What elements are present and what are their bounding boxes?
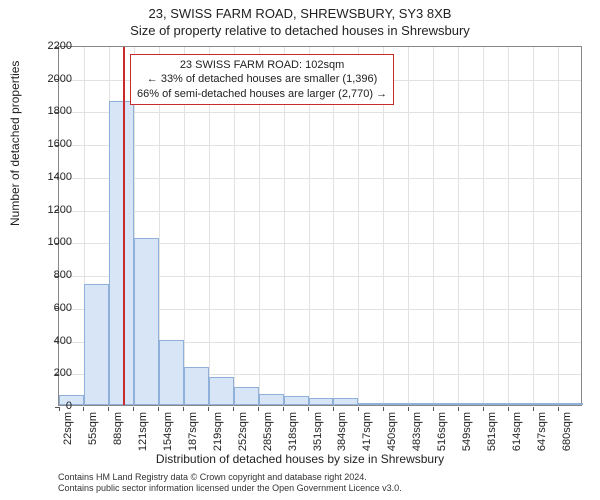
x-tick-label: 252sqm bbox=[237, 412, 249, 452]
x-tick-label: 516sqm bbox=[436, 412, 448, 452]
gridline-h bbox=[59, 211, 581, 212]
x-tick bbox=[333, 407, 334, 411]
x-tick-label: 417sqm bbox=[361, 412, 373, 452]
x-tick-label: 285sqm bbox=[262, 412, 274, 452]
y-tick-label: 400 bbox=[32, 335, 72, 347]
gridline-v bbox=[458, 47, 459, 405]
annotation-box: 23 SWISS FARM ROAD: 102sqm ← 33% of deta… bbox=[130, 54, 394, 105]
gridline-h bbox=[59, 145, 581, 146]
histogram-bar bbox=[209, 377, 234, 405]
x-tick-label: 581sqm bbox=[486, 412, 498, 452]
attribution-text: Contains HM Land Registry data © Crown c… bbox=[58, 472, 402, 494]
x-tick-label: 318sqm bbox=[287, 412, 299, 452]
x-tick-label: 219sqm bbox=[212, 412, 224, 452]
x-tick-label: 22sqm bbox=[62, 412, 74, 452]
histogram-bar bbox=[358, 403, 383, 405]
x-tick-label: 154sqm bbox=[162, 412, 174, 452]
histogram-bar bbox=[259, 394, 284, 405]
y-tick-label: 0 bbox=[32, 400, 72, 412]
gridline-v bbox=[433, 47, 434, 405]
chart-subtitle: Size of property relative to detached ho… bbox=[0, 23, 600, 38]
histogram-bar bbox=[184, 367, 209, 405]
histogram-bar bbox=[408, 403, 433, 405]
x-tick bbox=[383, 407, 384, 411]
gridline-v bbox=[408, 47, 409, 405]
y-tick-label: 800 bbox=[32, 269, 72, 281]
x-axis-label: Distribution of detached houses by size … bbox=[0, 452, 600, 466]
x-tick bbox=[433, 407, 434, 411]
x-tick bbox=[358, 407, 359, 411]
y-tick-label: 1600 bbox=[32, 138, 72, 150]
x-tick bbox=[233, 407, 234, 411]
y-tick-label: 1200 bbox=[32, 204, 72, 216]
gridline-v bbox=[508, 47, 509, 405]
x-tick bbox=[508, 407, 509, 411]
x-tick bbox=[408, 407, 409, 411]
y-tick-label: 600 bbox=[32, 302, 72, 314]
x-tick-label: 483sqm bbox=[411, 412, 423, 452]
x-tick bbox=[308, 407, 309, 411]
gridline-h bbox=[59, 178, 581, 179]
x-tick-label: 680sqm bbox=[561, 412, 573, 452]
histogram-bar bbox=[433, 403, 458, 405]
x-tick-label: 614sqm bbox=[511, 412, 523, 452]
x-tick bbox=[533, 407, 534, 411]
x-tick bbox=[83, 407, 84, 411]
histogram-bar bbox=[533, 403, 558, 405]
x-tick bbox=[108, 407, 109, 411]
attribution-line-2: Contains public sector information licen… bbox=[58, 483, 402, 494]
gridline-v bbox=[483, 47, 484, 405]
x-tick bbox=[283, 407, 284, 411]
histogram-bar bbox=[84, 284, 109, 405]
chart-container: 23, SWISS FARM ROAD, SHREWSBURY, SY3 8XB… bbox=[0, 0, 600, 500]
gridline-h bbox=[59, 112, 581, 113]
histogram-bar bbox=[383, 403, 408, 405]
histogram-bar bbox=[234, 387, 259, 405]
x-tick bbox=[483, 407, 484, 411]
histogram-bar bbox=[483, 403, 508, 405]
y-tick-label: 1000 bbox=[32, 236, 72, 248]
y-tick-label: 2200 bbox=[32, 40, 72, 52]
annotation-line-1: 23 SWISS FARM ROAD: 102sqm bbox=[137, 58, 387, 72]
x-tick-label: 351sqm bbox=[312, 412, 324, 452]
histogram-bar bbox=[309, 398, 334, 405]
annotation-line-3: 66% of semi-detached houses are larger (… bbox=[137, 87, 387, 101]
property-marker-line bbox=[123, 47, 125, 405]
x-tick-label: 450sqm bbox=[386, 412, 398, 452]
x-tick bbox=[183, 407, 184, 411]
histogram-bar bbox=[159, 340, 184, 405]
x-tick-label: 55sqm bbox=[87, 412, 99, 452]
annotation-line-2: ← 33% of detached houses are smaller (1,… bbox=[137, 72, 387, 86]
x-tick-label: 121sqm bbox=[137, 412, 149, 452]
gridline-v bbox=[558, 47, 559, 405]
histogram-bar bbox=[558, 403, 583, 405]
x-tick bbox=[258, 407, 259, 411]
x-tick-label: 549sqm bbox=[461, 412, 473, 452]
x-tick-label: 187sqm bbox=[187, 412, 199, 452]
histogram-bar bbox=[333, 398, 358, 405]
x-tick bbox=[158, 407, 159, 411]
gridline-v bbox=[533, 47, 534, 405]
chart-area: 23 SWISS FARM ROAD: 102sqm ← 33% of deta… bbox=[58, 46, 582, 406]
attribution-line-1: Contains HM Land Registry data © Crown c… bbox=[58, 472, 402, 483]
histogram-bar bbox=[284, 396, 309, 405]
x-tick bbox=[208, 407, 209, 411]
x-tick bbox=[558, 407, 559, 411]
histogram-bar bbox=[508, 403, 533, 405]
x-tick-label: 384sqm bbox=[336, 412, 348, 452]
y-axis-label: Number of detached properties bbox=[8, 61, 22, 226]
histogram-bar bbox=[134, 238, 159, 405]
x-tick bbox=[133, 407, 134, 411]
y-tick-label: 1400 bbox=[32, 171, 72, 183]
histogram-bar bbox=[109, 101, 134, 405]
y-tick-label: 200 bbox=[32, 367, 72, 379]
x-tick-label: 647sqm bbox=[536, 412, 548, 452]
histogram-bar bbox=[458, 403, 483, 405]
page-title: 23, SWISS FARM ROAD, SHREWSBURY, SY3 8XB bbox=[0, 0, 600, 21]
x-tick bbox=[458, 407, 459, 411]
x-tick-label: 88sqm bbox=[112, 412, 124, 452]
y-tick-label: 1800 bbox=[32, 105, 72, 117]
y-tick-label: 2000 bbox=[32, 73, 72, 85]
